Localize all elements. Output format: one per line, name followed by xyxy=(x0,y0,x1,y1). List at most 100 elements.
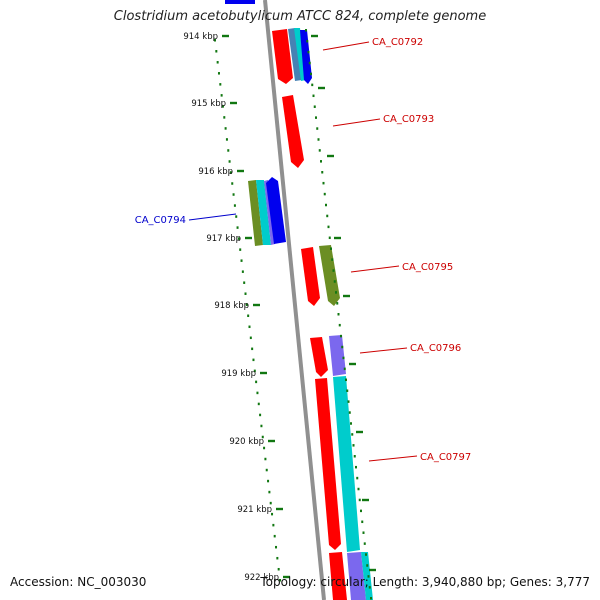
gene-feature-ca-c0792[interactable] xyxy=(272,29,293,84)
genome-summary-text: Topology: circular; Length: 3,940,880 bp… xyxy=(260,575,590,589)
guide-dot-left xyxy=(215,50,218,53)
guide-dot-right xyxy=(320,160,322,163)
gene-label[interactable]: CA_C0795 xyxy=(402,262,453,273)
guide-dot-left xyxy=(227,149,230,152)
guide-dot-right xyxy=(343,367,346,371)
guide-dot-right xyxy=(318,149,321,152)
tick-marks: 914 kbp 915 kbp 916 kbp 917 kbp 918 kbp 919 k… xyxy=(183,32,376,583)
guide-dot-left xyxy=(228,160,231,163)
tick-label: 918 kbp xyxy=(214,301,249,311)
guide-dot-right xyxy=(347,400,350,403)
guide-dot-left xyxy=(259,413,262,417)
gene-label[interactable]: CA_C0792 xyxy=(372,37,423,48)
guide-dot-right xyxy=(352,444,355,447)
gene-features xyxy=(225,0,373,600)
gene-feature-adjacent[interactable] xyxy=(329,335,346,376)
guide-dot-left xyxy=(275,545,278,549)
guide-dot-right xyxy=(326,214,329,218)
gene-feature-adjacent[interactable] xyxy=(266,177,286,244)
guide-dot-right xyxy=(328,236,331,240)
guide-dot-left xyxy=(260,424,263,428)
gene-feature-partial[interactable] xyxy=(241,0,255,4)
gene-feature-adjacent[interactable] xyxy=(300,30,312,84)
guide-dot-left xyxy=(249,336,252,340)
tick-mark-right xyxy=(362,498,369,502)
gene-feature-adjacent[interactable] xyxy=(294,28,306,81)
guide-dot-right xyxy=(353,455,356,458)
gene-feature-adjacent[interactable] xyxy=(333,376,360,552)
guide-dot-left xyxy=(214,39,216,42)
guide-dot-right xyxy=(345,378,347,382)
tick-label: 917 kbp xyxy=(206,234,241,244)
gene-feature-ca-c0793[interactable] xyxy=(282,95,304,168)
guide-dot-left xyxy=(263,446,266,450)
gene-label-leader xyxy=(350,265,400,273)
gene-label[interactable]: CA_C0794 xyxy=(135,215,186,226)
guide-dot-right xyxy=(367,575,370,578)
gene-feature-partial[interactable] xyxy=(225,0,241,4)
tick-mark-right xyxy=(327,154,334,158)
guide-dot-right xyxy=(370,597,372,600)
tick-mark-right xyxy=(356,430,363,434)
guide-dot-right xyxy=(355,465,357,469)
tick-mark xyxy=(276,507,283,511)
tick-label: 916 kbp xyxy=(198,167,233,177)
guide-dot-right xyxy=(366,564,369,567)
tick-label: 919 kbp xyxy=(221,369,256,379)
gene-feature-ca-c0796[interactable] xyxy=(310,337,328,377)
gene-label[interactable]: CA_C0793 xyxy=(383,114,434,125)
guide-dot-right xyxy=(311,83,314,87)
tick-label: 914 kbp xyxy=(183,32,218,42)
guide-dot-right xyxy=(310,72,312,76)
guide-dot-left xyxy=(276,556,279,560)
guide-dot-right xyxy=(361,520,364,524)
gene-label[interactable]: CA_C0797 xyxy=(420,452,471,463)
guide-dot-right xyxy=(313,105,316,108)
guide-dot-left xyxy=(241,270,244,273)
gene-label-leader xyxy=(368,455,418,462)
gene-feature-adjacent[interactable] xyxy=(288,28,302,81)
guide-dot-right xyxy=(365,553,367,556)
guide-dot-right xyxy=(306,39,309,43)
tick-mark xyxy=(230,101,237,105)
tick-label: 915 kbp xyxy=(191,99,226,109)
guide-dot-left xyxy=(239,248,242,251)
gene-feature-partial[interactable] xyxy=(347,552,366,600)
guide-dot-left xyxy=(268,490,271,494)
tick-mark xyxy=(237,169,244,173)
gene-feature-ca-c0795[interactable] xyxy=(301,247,320,306)
guide-dot-left xyxy=(264,457,267,461)
gene-feature-ca-c0797[interactable] xyxy=(315,378,341,550)
map-title: Clostridium acetobutylicum ATCC 824, com… xyxy=(113,9,487,24)
guide-dot-right xyxy=(351,433,354,436)
guide-dot-right xyxy=(332,269,335,272)
guide-dot-right xyxy=(308,61,311,65)
guide-dot-right xyxy=(315,116,317,119)
tick-label: 922 kbp xyxy=(244,573,279,583)
gene-feature-partial[interactable] xyxy=(329,552,347,600)
gene-feature-ca-c0794[interactable] xyxy=(248,180,263,246)
guide-dot-left xyxy=(272,523,275,527)
guide-dot-left xyxy=(240,259,243,262)
guide-dot-right xyxy=(363,542,366,545)
guide-dot-left xyxy=(269,501,272,505)
gene-feature-adjacent[interactable] xyxy=(319,245,340,306)
gene-feature-adjacent[interactable] xyxy=(256,180,271,245)
guide-dot-left xyxy=(255,380,258,384)
accession-text: Accession: NC_003030 xyxy=(10,575,147,589)
guide-dot-right xyxy=(336,302,339,305)
guide-dot-left xyxy=(245,303,248,306)
tick-mark xyxy=(253,303,260,307)
guide-dot-right xyxy=(350,422,352,425)
guide-dot-right xyxy=(362,531,365,534)
guide-dot-left xyxy=(221,105,224,108)
guide-dot-right xyxy=(342,356,345,360)
guide-dot-right xyxy=(327,225,330,229)
gene-label-leader xyxy=(332,118,381,127)
gene-label[interactable]: CA_C0796 xyxy=(410,343,461,354)
guide-dot-left xyxy=(237,237,240,240)
guide-dot-right xyxy=(333,280,336,283)
guide-dot-right xyxy=(331,258,334,261)
guide-dot-right xyxy=(357,487,360,491)
